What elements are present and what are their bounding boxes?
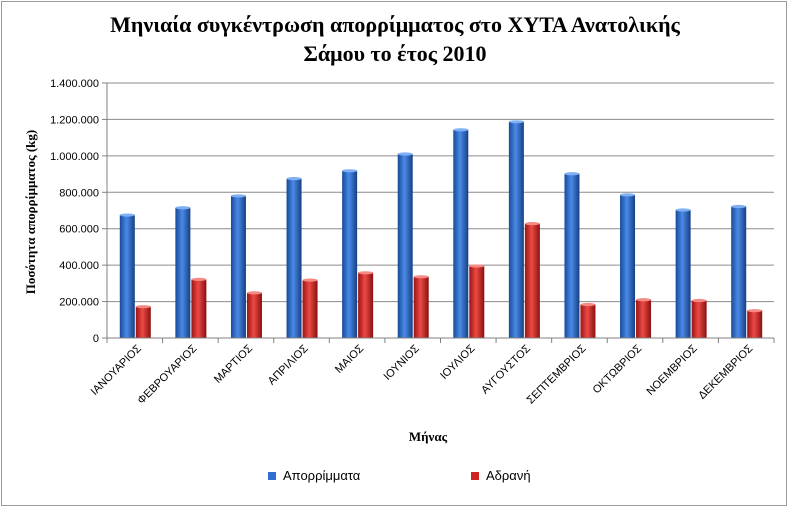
bar-series-1 <box>731 206 747 338</box>
bar-series-1 <box>342 170 358 338</box>
y-axis-title: Ποσότητα απορρίμματος (kg) <box>23 130 38 295</box>
bar-top-highlight <box>564 172 580 176</box>
bar-top-highlight <box>342 169 358 173</box>
bar-top-highlight <box>413 275 429 279</box>
bar-series-1 <box>508 121 524 339</box>
y-tick-label: 1.000.000 <box>50 151 99 163</box>
y-tick-label: 0 <box>93 333 99 345</box>
bar-series-2 <box>135 306 151 338</box>
legend-item-series-1: Απορρίμματα <box>268 468 360 483</box>
axes <box>106 83 775 343</box>
bar-top-highlight <box>747 309 763 313</box>
bar-series-1 <box>675 209 691 338</box>
chart-title: Μηνιαία συγκέντρωση απορρίμματος στο ΧΥΤ… <box>0 10 790 68</box>
y-tick-label: 400.000 <box>59 260 99 272</box>
bar-top-highlight <box>286 177 302 181</box>
bar-series-2 <box>246 292 262 338</box>
bar-series-2 <box>580 304 596 338</box>
bar-top-highlight <box>580 302 596 307</box>
bar-series-1 <box>230 195 246 338</box>
bar-top-highlight <box>469 264 485 268</box>
bar-series-2 <box>358 272 374 338</box>
bar-top-highlight <box>397 152 413 156</box>
x-tick-label: ΝΟΕΜΒΡΙΟΣ <box>645 343 700 398</box>
bar-series-1 <box>175 207 191 338</box>
x-tick-label: ΙΟΥΝΙΟΣ <box>382 342 422 382</box>
x-tick-label: ΣΕΠΤΕΜΒΡΙΟΣ <box>525 342 589 406</box>
y-tick-label: 600.000 <box>59 224 99 236</box>
gridlines <box>102 82 774 339</box>
bar-top-highlight <box>453 128 469 132</box>
bar-top-highlight <box>358 271 374 275</box>
bar-series-1 <box>397 154 413 338</box>
x-tick-label: ΜΑΙΟΣ <box>333 343 366 376</box>
bar-series-1 <box>620 194 636 338</box>
x-tick-label: ΟΚΤΩΒΡΙΟΣ <box>591 343 645 397</box>
bar-top-highlight <box>230 194 246 198</box>
x-tick-label: ΑΥΓΟΥΣΤΟΣ <box>479 343 533 397</box>
bar-top-highlight <box>731 204 747 209</box>
x-tick-label: ΑΠΡΙΛΙΟΣ <box>266 342 311 387</box>
legend-swatch-series-2 <box>471 471 479 480</box>
bar-top-highlight <box>524 222 540 226</box>
bar-series-2 <box>747 310 763 338</box>
bar-series-1 <box>564 173 580 338</box>
bar-top-highlight <box>119 213 135 217</box>
y-tick-label: 1.400.000 <box>50 78 99 90</box>
bar-top-highlight <box>302 278 318 282</box>
bar-top-highlight <box>620 193 636 197</box>
bar-top-highlight <box>508 120 524 124</box>
chart-title-line-1: Μηνιαία συγκέντρωση απορρίμματος στο ΧΥΤ… <box>110 12 680 37</box>
x-tick-label: ΔΕΚΕΜΒΡΙΟΣ <box>696 342 755 401</box>
chart-title-line-2: Σάμου το έτος 2010 <box>303 41 487 66</box>
legend: Απορρίμματα Αδρανή <box>0 468 790 488</box>
y-tick-label: 1.200.000 <box>50 114 99 126</box>
bar-top-highlight <box>675 208 691 212</box>
bar-series-2 <box>636 299 652 338</box>
bar-series-1 <box>453 129 469 338</box>
legend-label-series-2: Αδρανή <box>486 468 531 483</box>
x-tick-label: ΦΕΒΡΟΥΑΡΙΟΣ <box>135 343 199 407</box>
x-tick-label: ΜΑΡΤΙΟΣ <box>212 342 255 385</box>
legend-label-series-1: Απορρίμματα <box>283 468 361 483</box>
legend-item-series-2: Αδρανή <box>471 468 531 483</box>
bars <box>119 120 763 339</box>
bar-series-2 <box>691 300 707 338</box>
bar-series-2 <box>413 276 429 338</box>
bar-top-highlight <box>175 206 191 210</box>
legend-swatch-series-1 <box>268 471 276 480</box>
bar-series-2 <box>524 223 540 338</box>
bar-series-2 <box>469 266 485 338</box>
bar-series-2 <box>302 280 318 338</box>
x-tick-label: ΙΟΥΛΙΟΣ <box>438 343 477 382</box>
bar-series-1 <box>119 215 135 338</box>
bar-top-highlight <box>135 305 151 309</box>
y-tick-label: 200.000 <box>59 297 99 309</box>
y-tick-label: 800.000 <box>59 187 99 199</box>
bar-series-2 <box>191 279 207 338</box>
bar-series-1 <box>286 178 302 338</box>
bar-top-highlight <box>691 298 707 303</box>
y-tick-labels: 0 200.000 400.000 600.000 800.000 1.000.000 1.… <box>50 78 99 345</box>
x-axis-title: Μήνας <box>409 429 448 444</box>
bar-top-highlight <box>636 298 652 302</box>
x-tick-label: ΙΑΝΟΥΑΡΙΟΣ <box>89 343 144 398</box>
bar-top-highlight <box>191 277 207 281</box>
bar-top-highlight <box>246 291 262 295</box>
